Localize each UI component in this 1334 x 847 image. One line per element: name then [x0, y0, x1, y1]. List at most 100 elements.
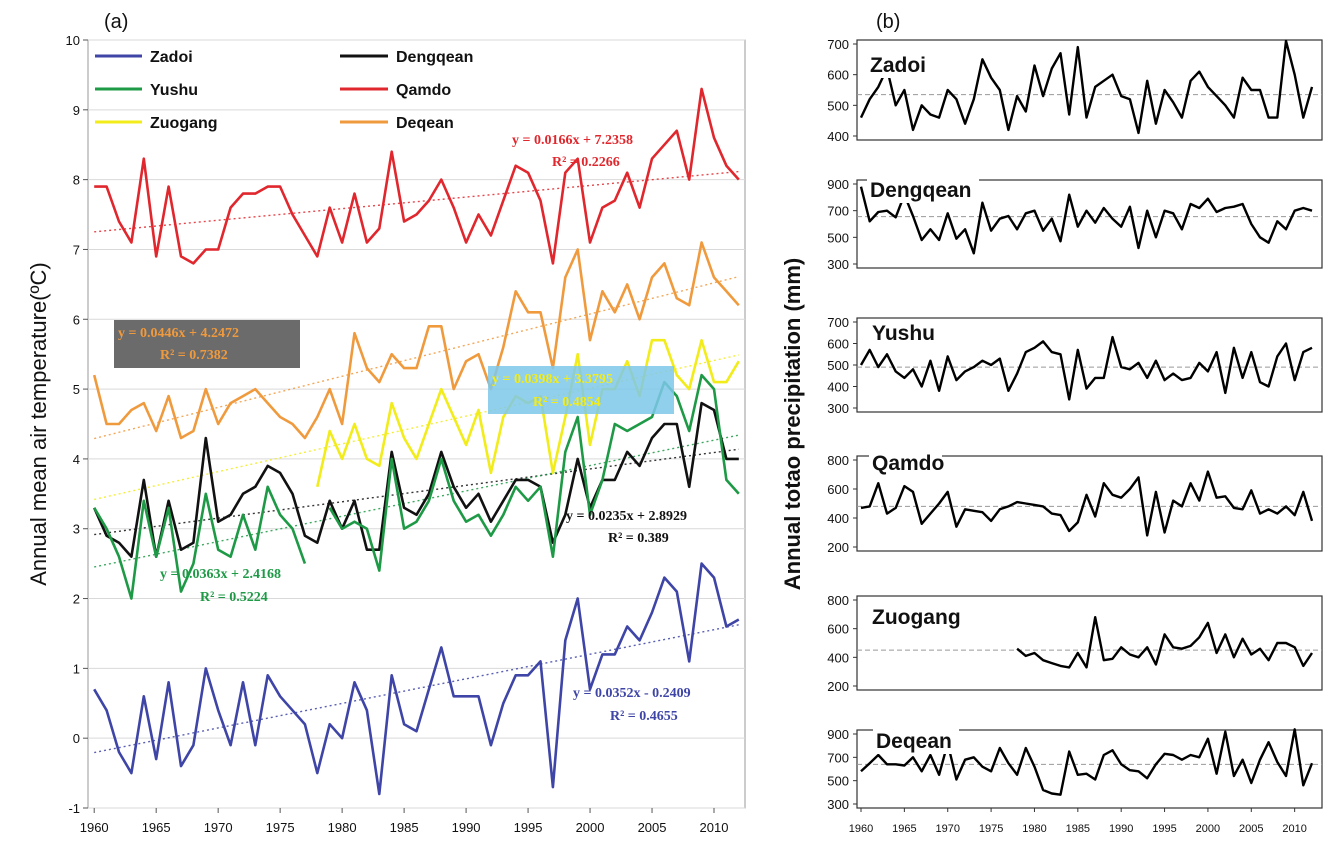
panel-b-x-tick-label: 1970: [935, 823, 959, 835]
panel-b-x-tick-label: 2000: [1196, 823, 1220, 835]
annotation-dengqean-r2: R² = 0.389: [608, 531, 669, 546]
station-label-deqean: Deqean: [876, 730, 952, 753]
annotation-dengqean-equation: y = 0.0235x + 2.8929: [566, 509, 687, 524]
y-tick-label: 4: [73, 452, 80, 467]
annotation-deqean-r2: R² = 0.7382: [160, 348, 228, 363]
y-tick-label: 0: [73, 731, 80, 746]
subplot-zuogang: 200 400 600 800 Zuogang: [827, 593, 1323, 694]
precip-line-dengqean: [859, 186, 1313, 255]
panel-b-x-tick-label: 1975: [979, 823, 1003, 835]
subplot-y-tick-label: 300: [827, 797, 849, 812]
y-tick-label: 8: [73, 173, 80, 188]
y-tick-label: -1: [68, 801, 80, 816]
subplot-y-tick-label: 200: [827, 679, 849, 694]
subplot-y-tick-label: 500: [827, 230, 849, 245]
annotation-deqean-box: [114, 320, 300, 368]
panel-b-subplots: 400 500 600 700 Zadoi 300 500 700 900 Dengqean 300…: [827, 37, 1323, 812]
x-tick-label: 1995: [514, 820, 543, 835]
legend-label-dengqean: Dengqean: [396, 49, 473, 66]
panel-b-label: (b): [876, 11, 900, 33]
x-tick-label: 1980: [328, 820, 357, 835]
station-label-bg-deqean: [873, 728, 959, 754]
subplot-y-tick-label: 700: [827, 37, 849, 52]
station-label-bg-dengqean: [867, 177, 979, 203]
subplot-y-tick-label: 400: [827, 380, 849, 395]
panel-b-x-tick-label: 1980: [1022, 823, 1046, 835]
y-tick-label: 10: [66, 33, 80, 48]
y-tick-label: 3: [73, 522, 80, 537]
x-tick-label: 1985: [390, 820, 419, 835]
y-tick-label: 5: [73, 382, 80, 397]
subplot-y-tick-label: 600: [827, 68, 849, 83]
panel-b-x-tick-label: 1965: [892, 823, 916, 835]
y-tick-label: 2: [73, 592, 80, 607]
legend-label-qamdo: Qamdo: [396, 82, 451, 99]
subplot-y-tick-label: 900: [827, 177, 849, 192]
subplot-y-tick-label: 600: [827, 482, 849, 497]
panel-a-x-ticks: 1960 1965 1970 1975 1980 1985 1990 1995 2000 2005…: [80, 808, 729, 835]
trendline-deqean: [94, 275, 739, 440]
station-label-dengqean: Dengqean: [870, 179, 972, 202]
station-label-bg-zadoi: [867, 52, 940, 78]
annotation-deqean-equation: y = 0.0446x + 4.2472: [118, 326, 239, 341]
subplot-y-tick-label: 400: [827, 129, 849, 144]
y-tick-label: 6: [73, 312, 80, 327]
panel-a-frame: [87, 39, 746, 809]
panel-b-x-tick-label: 2010: [1282, 823, 1306, 835]
precip-line-deqean: [860, 728, 1314, 796]
panel-a-annotations: y = 0.0166x + 7.2358 R² = 0.2266 y = 0.0…: [114, 133, 691, 724]
precip-line-yushu: [859, 335, 1313, 401]
precip-line-qamdo: [860, 470, 1314, 537]
station-label-bg-yushu: [869, 320, 942, 346]
subplot-deqean: 300 500 700 900 Deqean: [827, 727, 1323, 812]
precip-line-zadoi: [859, 39, 1314, 135]
panel-b-x-tick-label: 1990: [1109, 823, 1133, 835]
x-tick-label: 1970: [204, 820, 233, 835]
panel-b-x-tick-label: 1985: [1066, 823, 1090, 835]
legend-label-deqean: Deqean: [396, 115, 454, 132]
subplot-y-tick-label: 700: [827, 315, 849, 330]
panel-b: (b) Annual totao precipitation (mm) 400 5…: [780, 11, 1323, 835]
series-line-deqean: [92, 241, 740, 440]
subplot-y-tick-label: 500: [827, 774, 849, 789]
subplot-y-tick-label: 700: [827, 750, 849, 765]
panel-b-x-tick-label: 2005: [1239, 823, 1263, 835]
subplot-y-tick-label: 300: [827, 401, 849, 416]
annotation-zuogang-box: [488, 366, 674, 414]
subplot-y-tick-label: 800: [827, 453, 849, 468]
subplot-y-tick-label: 400: [827, 511, 849, 526]
y-tick-label: 7: [73, 242, 80, 257]
station-label-zadoi: Zadoi: [870, 54, 926, 77]
precip-line-zuogang: [1016, 616, 1313, 669]
series-line-zadoi: [93, 562, 740, 796]
panel-a-y-axis-label: Annual mean air temperature(ºC): [26, 262, 51, 586]
annotation-qamdo-r2: R² = 0.2266: [552, 155, 620, 170]
legend-label-yushu: Yushu: [150, 82, 198, 99]
y-tick-label: 9: [73, 103, 80, 118]
annotation-qamdo-equation: y = 0.0166x + 7.2358: [512, 133, 633, 148]
x-tick-label: 2010: [700, 820, 729, 835]
station-label-bg-qamdo: [869, 450, 942, 476]
legend-label-zuogang: Zuogang: [150, 115, 218, 132]
x-tick-label: 1975: [266, 820, 295, 835]
subplot-zadoi: 400 500 600 700 Zadoi: [827, 37, 1323, 144]
station-label-zuogang: Zuogang: [872, 606, 961, 629]
trendline-dengqean: [94, 448, 739, 536]
panel-a-label: (a): [104, 11, 128, 33]
subplot-y-tick-label: 700: [827, 204, 849, 219]
annotation-zadoi-equation: y = 0.0352x - 0.2409: [573, 686, 691, 701]
series-line-dengqean: [93, 401, 739, 558]
panel-a-y-ticks: -1 0 1 2 3 4 5 6 7 8 9 10: [66, 33, 88, 816]
subplot-y-tick-label: 600: [827, 622, 849, 637]
subplot-yushu: 300 400 500 600 700 Yushu: [827, 315, 1323, 416]
subplot-y-tick-label: 500: [827, 358, 849, 373]
annotation-zadoi-r2: R² = 0.4655: [610, 709, 678, 724]
subplot-y-tick-label: 800: [827, 593, 849, 608]
annotation-zuogang-r2: R² = 0.4854: [533, 395, 601, 410]
legend-label-zadoi: Zadoi: [150, 49, 193, 66]
panel-b-x-tick-label: 1960: [849, 823, 873, 835]
panel-b-x-ticks: 1960 1965 1970 1975 1980 1985 1990 1995 2000 2005…: [849, 808, 1307, 835]
subplot-dengqean: 300 500 700 900 Dengqean: [827, 177, 1323, 272]
